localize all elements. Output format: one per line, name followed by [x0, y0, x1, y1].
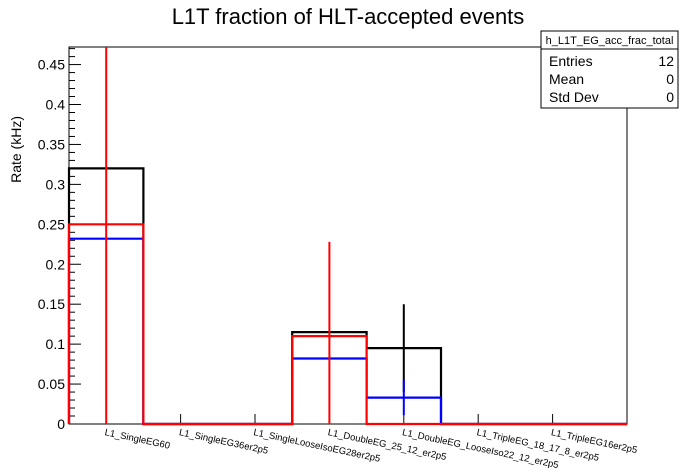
stats-entries-value: 12 [658, 53, 674, 69]
stats-box-name: h_L1T_EG_acc_frac_total [546, 35, 674, 47]
y-tick-label: 0.3 [46, 176, 66, 192]
y-tick-label: 0.35 [38, 136, 65, 152]
stats-stddev-value: 0 [666, 89, 674, 105]
y-axis-tick-labels: 0 0.05 0.1 0.15 0.2 0.25 0.3 0.35 0.4 0.45 [38, 57, 65, 432]
y-axis-ticks [69, 48, 81, 425]
series-2-outline [67, 223, 627, 426]
chart-title: L1T fraction of HLT-accepted events [172, 4, 525, 29]
y-tick-label: 0.4 [46, 97, 66, 113]
stats-entries-label: Entries [549, 53, 593, 69]
y-tick-label: 0.25 [38, 216, 65, 232]
y-tick-label: 0.2 [46, 256, 66, 272]
stats-mean-label: Mean [549, 71, 584, 87]
series-0 [67, 167, 627, 426]
y-tick-label: 0.05 [38, 376, 65, 392]
x-category-label: L1_SingleLooseIsoEG28er2p5 [252, 427, 381, 465]
series-layer [67, 47, 627, 426]
y-tick-label: 0.15 [38, 296, 65, 312]
stats-stddev-label: Std Dev [549, 89, 599, 105]
y-axis-label: Rate (kHz) [8, 116, 24, 183]
y-tick-label: 0.1 [46, 336, 66, 352]
y-tick-label: 0 [57, 416, 65, 432]
x-category-label: L1_SingleEG60 [104, 427, 171, 452]
stats-box-frame [540, 30, 679, 109]
series-2 [67, 47, 627, 426]
stats-box: h_L1T_EG_acc_frac_total Entries 12 Mean … [540, 30, 679, 109]
x-axis-category-labels: L1_SingleEG60 L1_SingleEG36er2p5L1_Single… [104, 427, 639, 471]
series-0-outline [67, 167, 627, 426]
y-tick-label: 0.45 [38, 57, 65, 73]
stats-mean-value: 0 [666, 71, 674, 87]
